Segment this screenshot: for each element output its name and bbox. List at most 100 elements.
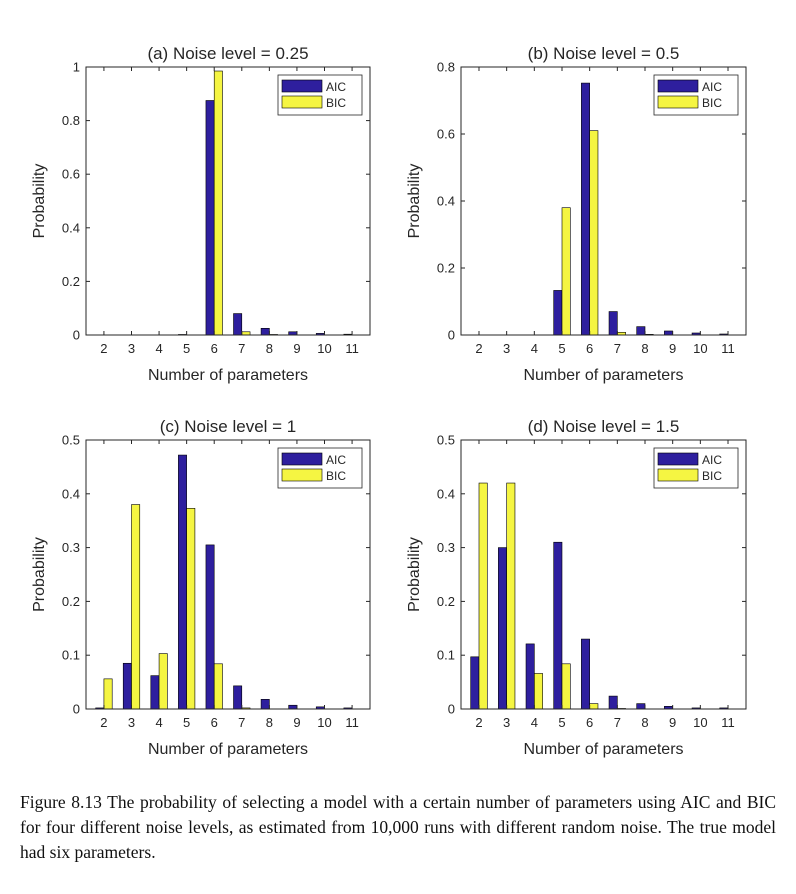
bar-aic-6 <box>205 544 215 710</box>
plot-area-frame <box>85 66 371 336</box>
x-tick-label: 3 <box>128 341 135 356</box>
bar-aic-5 <box>553 541 563 710</box>
legend-label-aic: AIC <box>326 453 346 467</box>
bar-aic-5 <box>553 290 563 336</box>
y-tick-label: 0.8 <box>62 113 80 128</box>
bar-aic-7 <box>608 311 618 336</box>
bar-aic-5 <box>178 454 187 710</box>
bar-bic-2 <box>478 482 488 710</box>
bar-aic-2 <box>470 656 480 710</box>
legend-label-bic: BIC <box>702 96 722 110</box>
bar-aic-9 <box>288 704 298 710</box>
y-tick-label: 0.2 <box>62 274 80 289</box>
y-tick-label: 0.3 <box>437 540 455 555</box>
bar-aic-7 <box>233 685 243 710</box>
y-tick-label: 0.3 <box>62 540 80 555</box>
y-tick-label: 0.1 <box>62 648 80 663</box>
chart-d: 0 0.1 0.2 0.3 0.4 0.5 2 3 4 5 6 7 8 9 10 11 (d) Noise le… <box>406 417 747 758</box>
x-tick-label: 10 <box>317 341 331 356</box>
chart-title: (c) Noise level = 1 <box>160 417 297 436</box>
legend-label-aic: AIC <box>702 80 722 94</box>
x-tick-label: 8 <box>266 715 273 730</box>
y-tick-label: 0.5 <box>437 433 455 448</box>
x-tick-label: 3 <box>503 341 510 356</box>
x-tick-label: 10 <box>693 341 707 356</box>
bar-aic-7 <box>233 313 243 336</box>
x-tick-label: 4 <box>155 341 162 356</box>
y-tick-label: 0.8 <box>437 60 455 75</box>
chart-title: (b) Noise level = 0.5 <box>528 44 680 63</box>
chart-title: (a) Noise level = 0.25 <box>147 44 308 63</box>
legend-label-bic: BIC <box>326 96 346 110</box>
y-tick-label: 1 <box>73 60 80 75</box>
y-tick-label: 0.1 <box>437 648 455 663</box>
chart-c: 0 0.1 0.2 0.3 0.4 0.5 2 3 4 5 6 7 8 9 10 11 (c) Noise le… <box>31 417 371 758</box>
figure: 0 0.2 0.4 0.6 0.8 1 2 3 4 5 6 7 8 9 10 11 (a) Noise leve… <box>31 44 747 758</box>
legend: AIC BIC <box>277 74 363 116</box>
y-axis-label: Probability <box>31 164 48 239</box>
bar-aic-6 <box>205 100 215 336</box>
y-tick-label: 0.4 <box>437 486 455 501</box>
bar-bic-5 <box>561 207 571 336</box>
chart-a: 0 0.2 0.4 0.6 0.8 1 2 3 4 5 6 7 8 9 10 11 (a) Noise leve… <box>31 44 371 384</box>
plot-area-frame <box>460 439 747 710</box>
x-tick-label: 3 <box>503 715 510 730</box>
bar-bic-6 <box>213 70 223 336</box>
x-axis-label: Number of parameters <box>148 741 308 758</box>
legend-swatch-bic <box>281 468 323 482</box>
bar-aic-3 <box>498 547 507 710</box>
bar-bic-3 <box>506 482 516 710</box>
x-tick-label: 5 <box>558 715 565 730</box>
y-axis-label: Probability <box>406 164 423 239</box>
x-axis-label: Number of parameters <box>523 741 683 758</box>
figure-caption: Figure 8.13 The probability of selecting… <box>20 792 776 862</box>
x-tick-label: 6 <box>586 715 593 730</box>
bar-aic-4 <box>525 643 535 710</box>
bar-bic-4 <box>534 673 543 710</box>
y-tick-label: 0.2 <box>437 594 455 609</box>
x-tick-label: 3 <box>128 715 135 730</box>
x-tick-label: 2 <box>100 715 107 730</box>
x-tick-label: 2 <box>475 715 482 730</box>
legend-swatch-aic <box>281 452 323 466</box>
bar-bic-6 <box>589 130 599 336</box>
x-tick-label: 4 <box>155 715 162 730</box>
x-tick-label: 8 <box>641 715 648 730</box>
bar-aic-6 <box>581 82 590 336</box>
x-tick-label: 6 <box>211 715 218 730</box>
y-tick-label: 0.2 <box>437 261 455 276</box>
x-tick-label: 5 <box>558 341 565 356</box>
y-tick-label: 0 <box>73 702 80 717</box>
legend-label-bic: BIC <box>702 469 722 483</box>
y-tick-label: 0 <box>73 328 80 343</box>
y-tick-label: 0.4 <box>437 194 455 209</box>
y-axis-label: Probability <box>31 537 48 612</box>
x-tick-label: 11 <box>721 715 735 730</box>
bar-bic-5 <box>186 508 196 710</box>
bar-bic-6 <box>589 703 599 710</box>
x-tick-label: 8 <box>641 341 648 356</box>
x-tick-label: 11 <box>345 341 359 356</box>
x-tick-label: 4 <box>531 341 538 356</box>
x-tick-label: 5 <box>183 341 190 356</box>
legend-label-aic: AIC <box>326 80 346 94</box>
bar-aic-8 <box>260 327 270 336</box>
plot-area-frame <box>85 439 371 710</box>
legend-swatch-aic <box>657 452 699 466</box>
legend-swatch-bic <box>281 95 323 109</box>
bar-aic-8 <box>260 699 270 710</box>
bar-bic-4 <box>158 653 168 710</box>
bar-aic-3 <box>122 662 132 710</box>
bar-aic-8 <box>636 703 646 710</box>
y-axis-label: Probability <box>406 537 423 612</box>
y-tick-label: 0.4 <box>62 486 80 501</box>
bar-bic-2 <box>103 678 113 710</box>
y-tick-label: 0 <box>448 702 455 717</box>
y-tick-label: 0.2 <box>62 594 80 609</box>
legend-swatch-aic <box>281 79 323 93</box>
x-tick-label: 10 <box>317 715 331 730</box>
legend-label-aic: AIC <box>702 453 722 467</box>
x-tick-label: 9 <box>293 341 300 356</box>
bar-aic-6 <box>581 638 590 710</box>
x-tick-label: 4 <box>531 715 538 730</box>
